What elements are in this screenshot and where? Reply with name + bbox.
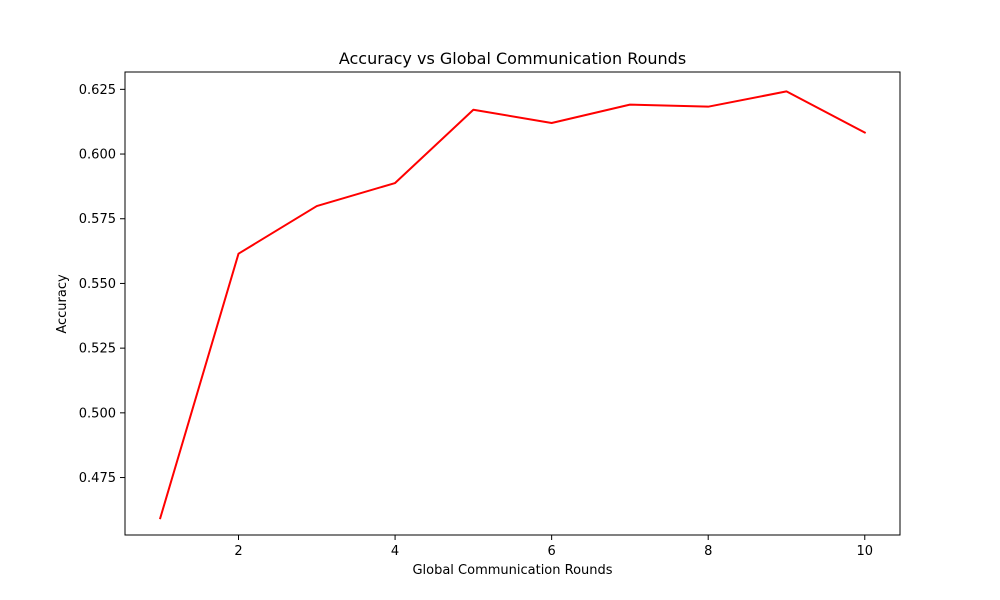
axes-frame xyxy=(124,71,901,536)
y-tick-label: 0.575 xyxy=(79,212,116,227)
x-tick-label: 10 xyxy=(856,544,873,559)
y-axis-label: Accuracy xyxy=(55,274,70,334)
y-tick-label: 0.625 xyxy=(79,83,116,98)
series-line-0 xyxy=(158,90,867,520)
y-tick-label: 0.550 xyxy=(79,277,116,292)
x-axis-label: Global Communication Rounds xyxy=(412,563,612,578)
plot-area: 2 4 6 8 10 0.475 0.500 0.525 0.550 0.575 0.600 0.62… xyxy=(79,71,901,559)
x-tick-label: 4 xyxy=(391,544,399,559)
x-tick-label: 8 xyxy=(704,544,712,559)
y-tick-label: 0.600 xyxy=(79,148,116,163)
y-tick-label: 0.475 xyxy=(79,471,116,486)
y-tick-label: 0.500 xyxy=(79,406,116,421)
x-tick-label: 2 xyxy=(234,544,242,559)
x-tick-label: 6 xyxy=(548,544,556,559)
y-tick-label: 0.525 xyxy=(79,342,116,357)
chart-title: Accuracy vs Global Communication Rounds xyxy=(339,49,686,68)
